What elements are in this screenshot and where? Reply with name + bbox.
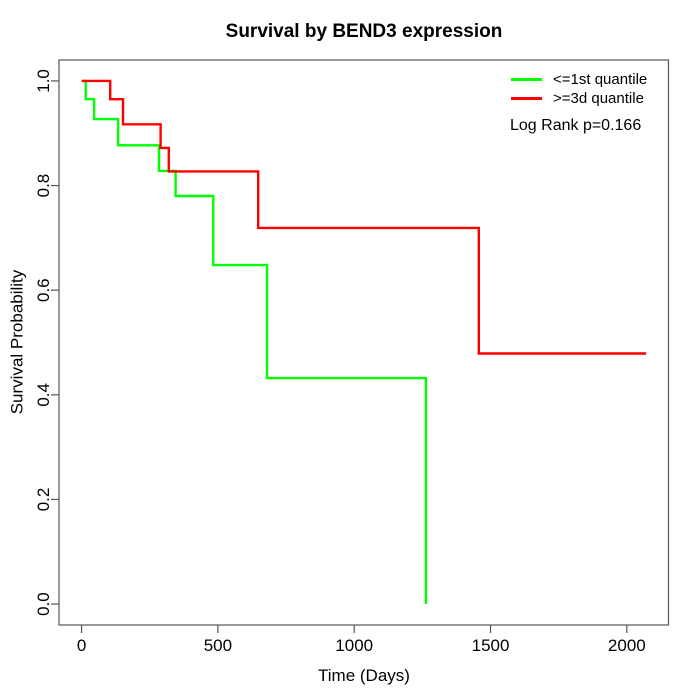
legend-label: <=1st quantile [553, 71, 648, 88]
x-tick-label: 2000 [608, 636, 646, 655]
y-tick-label: 0.6 [34, 278, 53, 302]
y-tick-label: 0.0 [34, 592, 53, 616]
y-axis-label: Survival Probability [7, 269, 27, 415]
y-tick-label: 0.4 [34, 383, 53, 407]
y-tick-label: 0.2 [34, 488, 53, 512]
x-tick-label: 1500 [472, 636, 510, 655]
x-tick-label: 500 [204, 636, 232, 655]
legend-line-red-icon [511, 97, 542, 100]
chart-title: Survival by BEND3 expression [225, 21, 503, 42]
survival-curve-red [81, 79, 647, 355]
legend-line-green-icon [511, 78, 542, 81]
x-tick-label: 0 [77, 636, 86, 655]
y-tick-label: 0.8 [34, 174, 53, 198]
y-tick-label: 1.0 [34, 69, 53, 93]
x-axis-label: Time (Days) [318, 666, 410, 685]
legend-label: >=3d quantile [553, 90, 644, 107]
legend-item: >=3d quantile [511, 89, 647, 108]
log-rank-pvalue: Log Rank p=0.166 [510, 117, 642, 134]
x-tick-label: 1000 [335, 636, 373, 655]
legend-item: <=1st quantile [511, 70, 647, 89]
survival-curve-green [81, 79, 428, 605]
plot-border [58, 59, 670, 626]
legend: <=1st quantile >=3d quantile Log Rank p=… [510, 70, 647, 135]
